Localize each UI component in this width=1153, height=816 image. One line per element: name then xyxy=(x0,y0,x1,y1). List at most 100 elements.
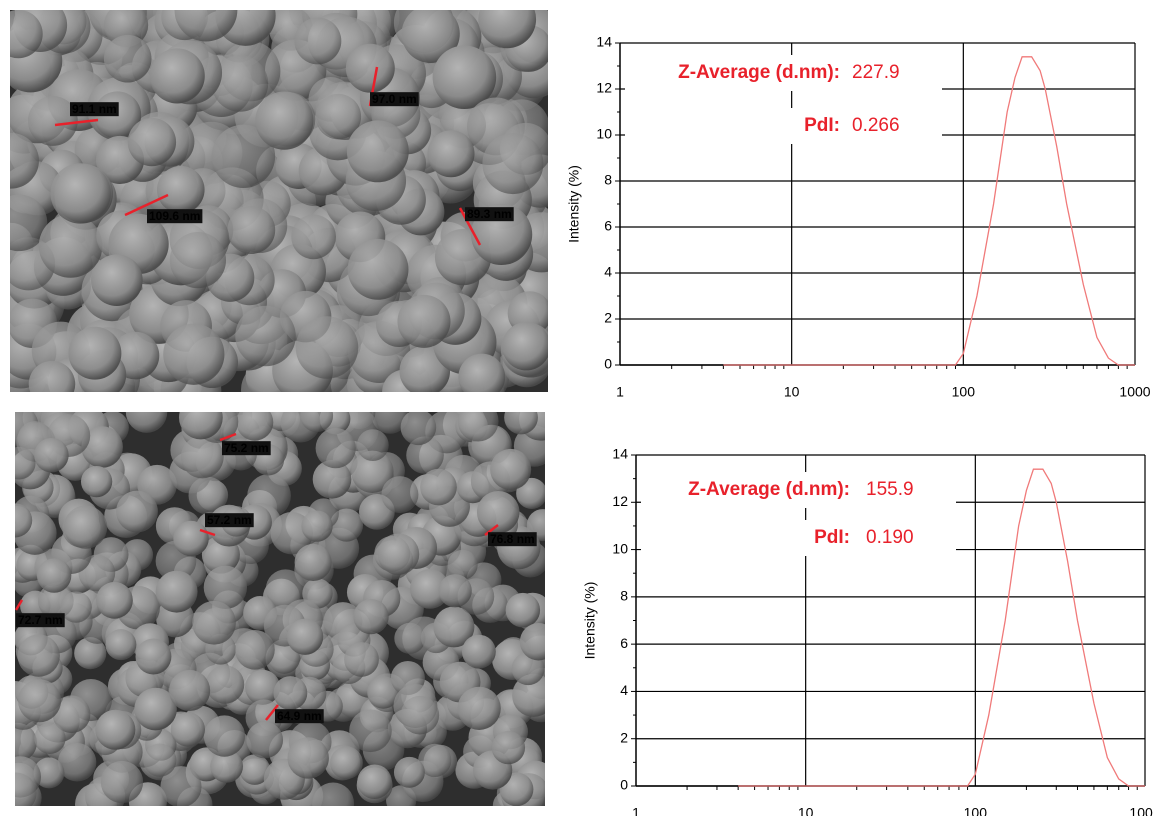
annotation-bg xyxy=(641,472,956,508)
size-label: 91.1 nm xyxy=(72,102,117,116)
particle xyxy=(511,652,545,686)
particle xyxy=(10,10,43,59)
y-tick-label: 10 xyxy=(612,540,628,556)
particle xyxy=(210,749,243,783)
particle xyxy=(351,450,394,494)
particle xyxy=(478,10,537,49)
particle xyxy=(10,132,39,189)
x-tick-label: 100 xyxy=(964,805,988,816)
particle xyxy=(312,782,355,806)
particle xyxy=(265,569,306,609)
y-tick-label: 4 xyxy=(604,264,612,280)
particle xyxy=(505,592,541,628)
particle xyxy=(15,503,33,538)
particle xyxy=(91,254,143,307)
annotation-label: Z-Average (d.nm): xyxy=(678,62,840,83)
annotation-value: 0.266 xyxy=(852,115,900,136)
particle xyxy=(458,353,506,392)
particle xyxy=(15,722,37,763)
size-label: 57.2 nm xyxy=(207,513,252,527)
particle xyxy=(268,642,301,674)
particle xyxy=(346,120,409,183)
particle xyxy=(10,194,48,252)
particle xyxy=(438,574,472,608)
particle xyxy=(294,17,342,65)
particle xyxy=(169,669,211,712)
particle xyxy=(100,760,144,804)
particle xyxy=(173,520,209,557)
particle xyxy=(273,676,308,710)
particle xyxy=(490,448,532,490)
particle xyxy=(169,232,227,289)
particle xyxy=(160,766,202,806)
particle xyxy=(447,549,478,580)
particle xyxy=(397,294,451,348)
particle xyxy=(60,591,92,623)
particle xyxy=(457,412,499,442)
y-tick-label: 8 xyxy=(604,172,612,188)
particle xyxy=(34,722,66,754)
particle xyxy=(27,96,78,146)
particle xyxy=(427,130,475,178)
particle xyxy=(394,622,426,654)
size-label-bg xyxy=(147,209,203,224)
size-label-bg xyxy=(488,532,537,547)
y-tick-label: 14 xyxy=(596,34,612,50)
particle xyxy=(377,533,420,575)
particle xyxy=(356,429,389,462)
particle xyxy=(516,477,545,509)
particle xyxy=(63,505,108,549)
particle xyxy=(203,565,248,609)
particle xyxy=(50,163,111,224)
size-label: 76.8 nm xyxy=(490,532,535,546)
particle xyxy=(17,634,60,677)
annotation-value: 0.190 xyxy=(866,527,914,548)
particle xyxy=(246,721,284,759)
particle xyxy=(36,558,72,593)
particle xyxy=(174,10,238,42)
annotation-value: 227.9 xyxy=(852,62,900,83)
particle xyxy=(95,709,136,750)
annotation-label: Z-Average (d.nm): xyxy=(688,479,850,500)
x-tick-label: 1000 xyxy=(1129,805,1153,816)
particle xyxy=(38,214,103,278)
y-tick-label: 2 xyxy=(620,729,628,745)
size-label-bg xyxy=(222,441,271,456)
x-tick-label: 10 xyxy=(798,805,814,816)
annotation-label: PdI: xyxy=(804,115,840,136)
size-label-bg xyxy=(370,92,419,107)
measure-line xyxy=(484,524,499,536)
particle xyxy=(33,757,65,789)
y-axis-label: Intensity (%) xyxy=(582,582,598,660)
measure-line xyxy=(219,432,237,442)
annotation-label: PdI: xyxy=(814,527,850,548)
y-tick-label: 0 xyxy=(604,356,612,372)
particle xyxy=(236,412,274,441)
particle xyxy=(227,206,276,254)
particle xyxy=(192,600,236,645)
particle xyxy=(205,665,245,704)
particle xyxy=(134,687,177,731)
particle xyxy=(315,93,362,140)
particle xyxy=(347,238,409,300)
particle xyxy=(410,569,450,609)
particle xyxy=(15,772,37,806)
particle xyxy=(18,679,62,723)
y-tick-label: 12 xyxy=(612,493,628,509)
particle xyxy=(28,360,76,392)
particle xyxy=(170,712,206,747)
particle xyxy=(103,34,152,83)
particle xyxy=(96,581,133,619)
particle xyxy=(34,437,69,473)
size-label: 89.3 nm xyxy=(467,207,512,221)
particle xyxy=(286,618,324,655)
x-tick-label: 10 xyxy=(784,384,800,400)
particle xyxy=(461,634,496,669)
particle xyxy=(312,459,352,499)
measure-line xyxy=(54,118,99,127)
particle xyxy=(420,468,457,506)
x-tick-label: 100 xyxy=(952,384,976,400)
size-label: 109.6 nm xyxy=(149,209,200,223)
particle xyxy=(344,642,379,677)
